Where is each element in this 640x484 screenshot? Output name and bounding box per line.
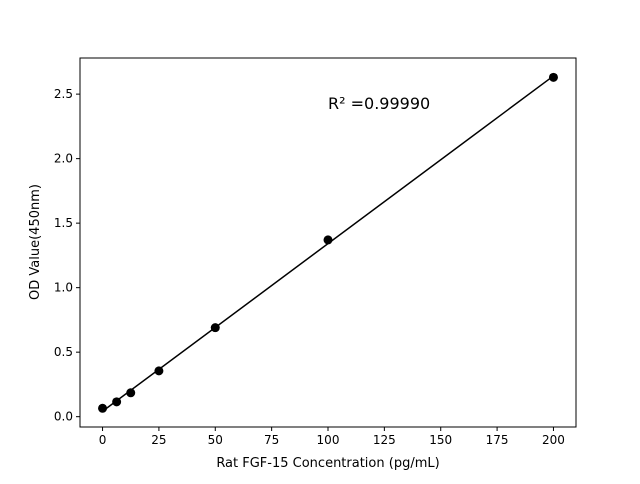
y-tick-label: 1.5 bbox=[54, 216, 73, 230]
y-axis-label: OD Value(450nm) bbox=[28, 184, 43, 300]
x-tick-label: 175 bbox=[486, 433, 509, 447]
data-point bbox=[210, 323, 220, 333]
y-axis: 0.0 0.5 1.0 1.5 2.0 2.5 bbox=[54, 87, 80, 424]
y-tick-label: 0.0 bbox=[54, 410, 73, 424]
data-point bbox=[126, 388, 136, 398]
y-tick-label: 0.5 bbox=[54, 345, 73, 359]
x-tick-label: 0 bbox=[99, 433, 107, 447]
data-point bbox=[112, 397, 122, 407]
x-tick-label: 150 bbox=[429, 433, 452, 447]
r-squared-annotation: R² =0.99990 bbox=[328, 94, 430, 113]
x-tick-label: 25 bbox=[151, 433, 166, 447]
data-point bbox=[98, 403, 108, 413]
x-tick-label: 75 bbox=[264, 433, 279, 447]
x-axis: 0 25 50 75 100 125 150 175 200 bbox=[99, 427, 565, 447]
x-tick-label: 200 bbox=[542, 433, 565, 447]
y-tick-label: 2.0 bbox=[54, 152, 73, 166]
data-point bbox=[548, 72, 558, 82]
data-point bbox=[154, 366, 164, 376]
x-tick-label: 100 bbox=[317, 433, 340, 447]
x-tick-label: 50 bbox=[208, 433, 223, 447]
y-tick-label: 2.5 bbox=[54, 87, 73, 101]
x-tick-label: 125 bbox=[373, 433, 396, 447]
y-tick-label: 1.0 bbox=[54, 281, 73, 295]
x-axis-label: Rat FGF-15 Concentration (pg/mL) bbox=[216, 456, 439, 471]
data-point bbox=[323, 235, 333, 245]
series bbox=[98, 72, 558, 413]
